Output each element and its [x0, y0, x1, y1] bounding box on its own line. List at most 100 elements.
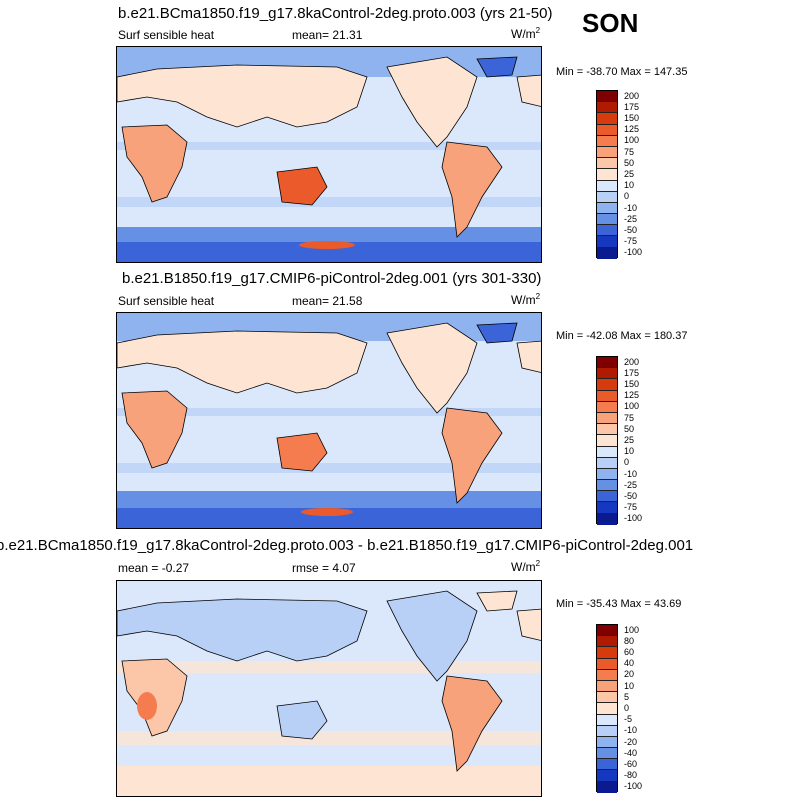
colorbar-tick-label: -5 — [624, 714, 633, 725]
colorbar-swatch — [597, 748, 617, 760]
panel-2-minmax: Min = -42.08 Max = 180.37 — [556, 330, 688, 342]
colorbar-swatch — [597, 680, 617, 693]
colorbar-swatch — [597, 480, 617, 492]
colorbar-tick-label: 150 — [624, 379, 640, 389]
panel-2-map-svg — [117, 313, 541, 528]
colorbar-swatch — [597, 513, 617, 525]
colorbar-swatch — [597, 714, 617, 726]
panel-3-rmse-label: rmse = 4.07 — [292, 561, 356, 575]
colorbar-tick-label: -100 — [624, 247, 643, 258]
colorbar-tick-label: -25 — [624, 479, 638, 490]
colorbar-swatch — [597, 158, 617, 170]
colorbar-swatch — [597, 214, 617, 226]
colorbar-tick-label: 0 — [624, 457, 630, 468]
colorbar-tick-label: 40 — [624, 658, 635, 669]
colorbar-swatch — [597, 91, 617, 103]
panel-1-title: b.e21.BCma1850.f19_g17.8kaControl-2deg.p… — [118, 5, 553, 22]
panel-1-colorbar — [596, 90, 618, 259]
colorbar-swatch — [597, 736, 617, 749]
panel-2-units: W/m2 — [511, 292, 541, 307]
colorbar-swatch — [597, 146, 617, 159]
colorbar-swatch — [597, 191, 617, 203]
colorbar-tick-label: -20 — [624, 736, 638, 747]
colorbar-tick-label: 10 — [624, 446, 635, 457]
colorbar-tick-label: 0 — [624, 191, 630, 202]
colorbar-tick-label: 25 — [624, 435, 635, 445]
colorbar-tick-label: 125 — [624, 124, 640, 135]
season-label: SON — [582, 8, 639, 38]
colorbar-tick-label: 175 — [624, 367, 640, 378]
colorbar-swatch — [597, 379, 617, 391]
panel-1-units: W/m2 — [511, 26, 541, 41]
colorbar-swatch — [597, 180, 617, 192]
colorbar-swatch — [597, 457, 617, 469]
colorbar-swatch — [597, 368, 617, 380]
panel-1-map — [116, 46, 542, 263]
colorbar-tick-label: 80 — [624, 635, 635, 646]
colorbar-swatch — [597, 658, 617, 670]
colorbar-tick-label: 10 — [624, 680, 635, 691]
colorbar-swatch — [597, 468, 617, 481]
colorbar-swatch — [597, 636, 617, 648]
colorbar-swatch — [597, 135, 617, 147]
colorbar-tick-label: 50 — [624, 423, 635, 434]
colorbar-swatch — [597, 647, 617, 659]
colorbar-tick-label: -80 — [624, 770, 638, 781]
panel-2-title: b.e21.B1850.f19_g17.CMIP6-piControl-2deg… — [122, 270, 542, 287]
colorbar-swatch — [597, 202, 617, 215]
colorbar-tick-label: 100 — [624, 624, 640, 635]
colorbar-tick-label: -75 — [624, 236, 638, 247]
panel-1-left-label: Surf sensible heat — [118, 28, 215, 42]
colorbar-tick-label: -100 — [624, 513, 643, 524]
colorbar-swatch — [597, 446, 617, 458]
colorbar-tick-label: -10 — [624, 202, 638, 213]
colorbar-tick-label: 150 — [624, 113, 640, 123]
colorbar-swatch — [597, 357, 617, 369]
panel-1-map-svg — [117, 47, 541, 262]
colorbar-swatch — [597, 169, 617, 181]
colorbar-swatch — [597, 113, 617, 125]
panel-3-mean-label: mean = -0.27 — [118, 561, 190, 575]
colorbar-tick-label: -10 — [624, 725, 638, 736]
colorbar-tick-label: -50 — [624, 491, 638, 501]
panel-1-mean-label: mean= 21.31 — [292, 28, 363, 42]
colorbar-tick-label: 175 — [624, 101, 640, 112]
colorbar-swatch — [597, 102, 617, 114]
colorbar-swatch — [597, 236, 617, 248]
colorbar-tick-label: -75 — [624, 502, 638, 513]
colorbar-swatch — [597, 225, 617, 237]
panel-1-minmax: Min = -38.70 Max = 147.35 — [556, 66, 688, 78]
colorbar-tick-label: 5 — [624, 691, 630, 702]
panel-3-minmax: Min = -35.43 Max = 43.69 — [556, 598, 682, 610]
colorbar-swatch — [597, 759, 617, 771]
panel-3-title: b.e21.BCma1850.f19_g17.8kaControl-2deg.p… — [0, 537, 694, 554]
colorbar-swatch — [597, 502, 617, 514]
colorbar-tick-label: 75 — [624, 146, 635, 157]
colorbar-swatch — [597, 703, 617, 715]
colorbar-swatch — [597, 725, 617, 737]
panel-2-left-label: Surf sensible heat — [118, 294, 215, 308]
panel-3-units: W/m2 — [511, 559, 541, 574]
colorbar-tick-label: 200 — [624, 356, 640, 367]
colorbar-tick-label: 60 — [624, 647, 635, 657]
colorbar-swatch — [597, 401, 617, 413]
colorbar-swatch — [597, 625, 617, 637]
colorbar-tick-label: 0 — [624, 703, 630, 713]
colorbar-tick-label: 100 — [624, 135, 640, 146]
colorbar-tick-label: 25 — [624, 169, 635, 179]
panel-2-mean-label: mean= 21.58 — [292, 294, 363, 308]
colorbar-tick-label: -10 — [624, 468, 638, 479]
colorbar-tick-label: 100 — [624, 401, 640, 412]
colorbar-swatch — [597, 692, 617, 704]
colorbar-tick-label: 200 — [624, 90, 640, 101]
colorbar-swatch — [597, 124, 617, 136]
panel-3-colorbar — [596, 624, 618, 793]
panel-2-colorbar — [596, 356, 618, 525]
colorbar-swatch — [597, 770, 617, 782]
colorbar-tick-label: -100 — [624, 781, 643, 792]
colorbar-tick-label: -60 — [624, 759, 638, 769]
colorbar-swatch — [597, 781, 617, 793]
colorbar-swatch — [597, 247, 617, 259]
colorbar-tick-label: -40 — [624, 747, 638, 758]
colorbar-swatch — [597, 390, 617, 402]
